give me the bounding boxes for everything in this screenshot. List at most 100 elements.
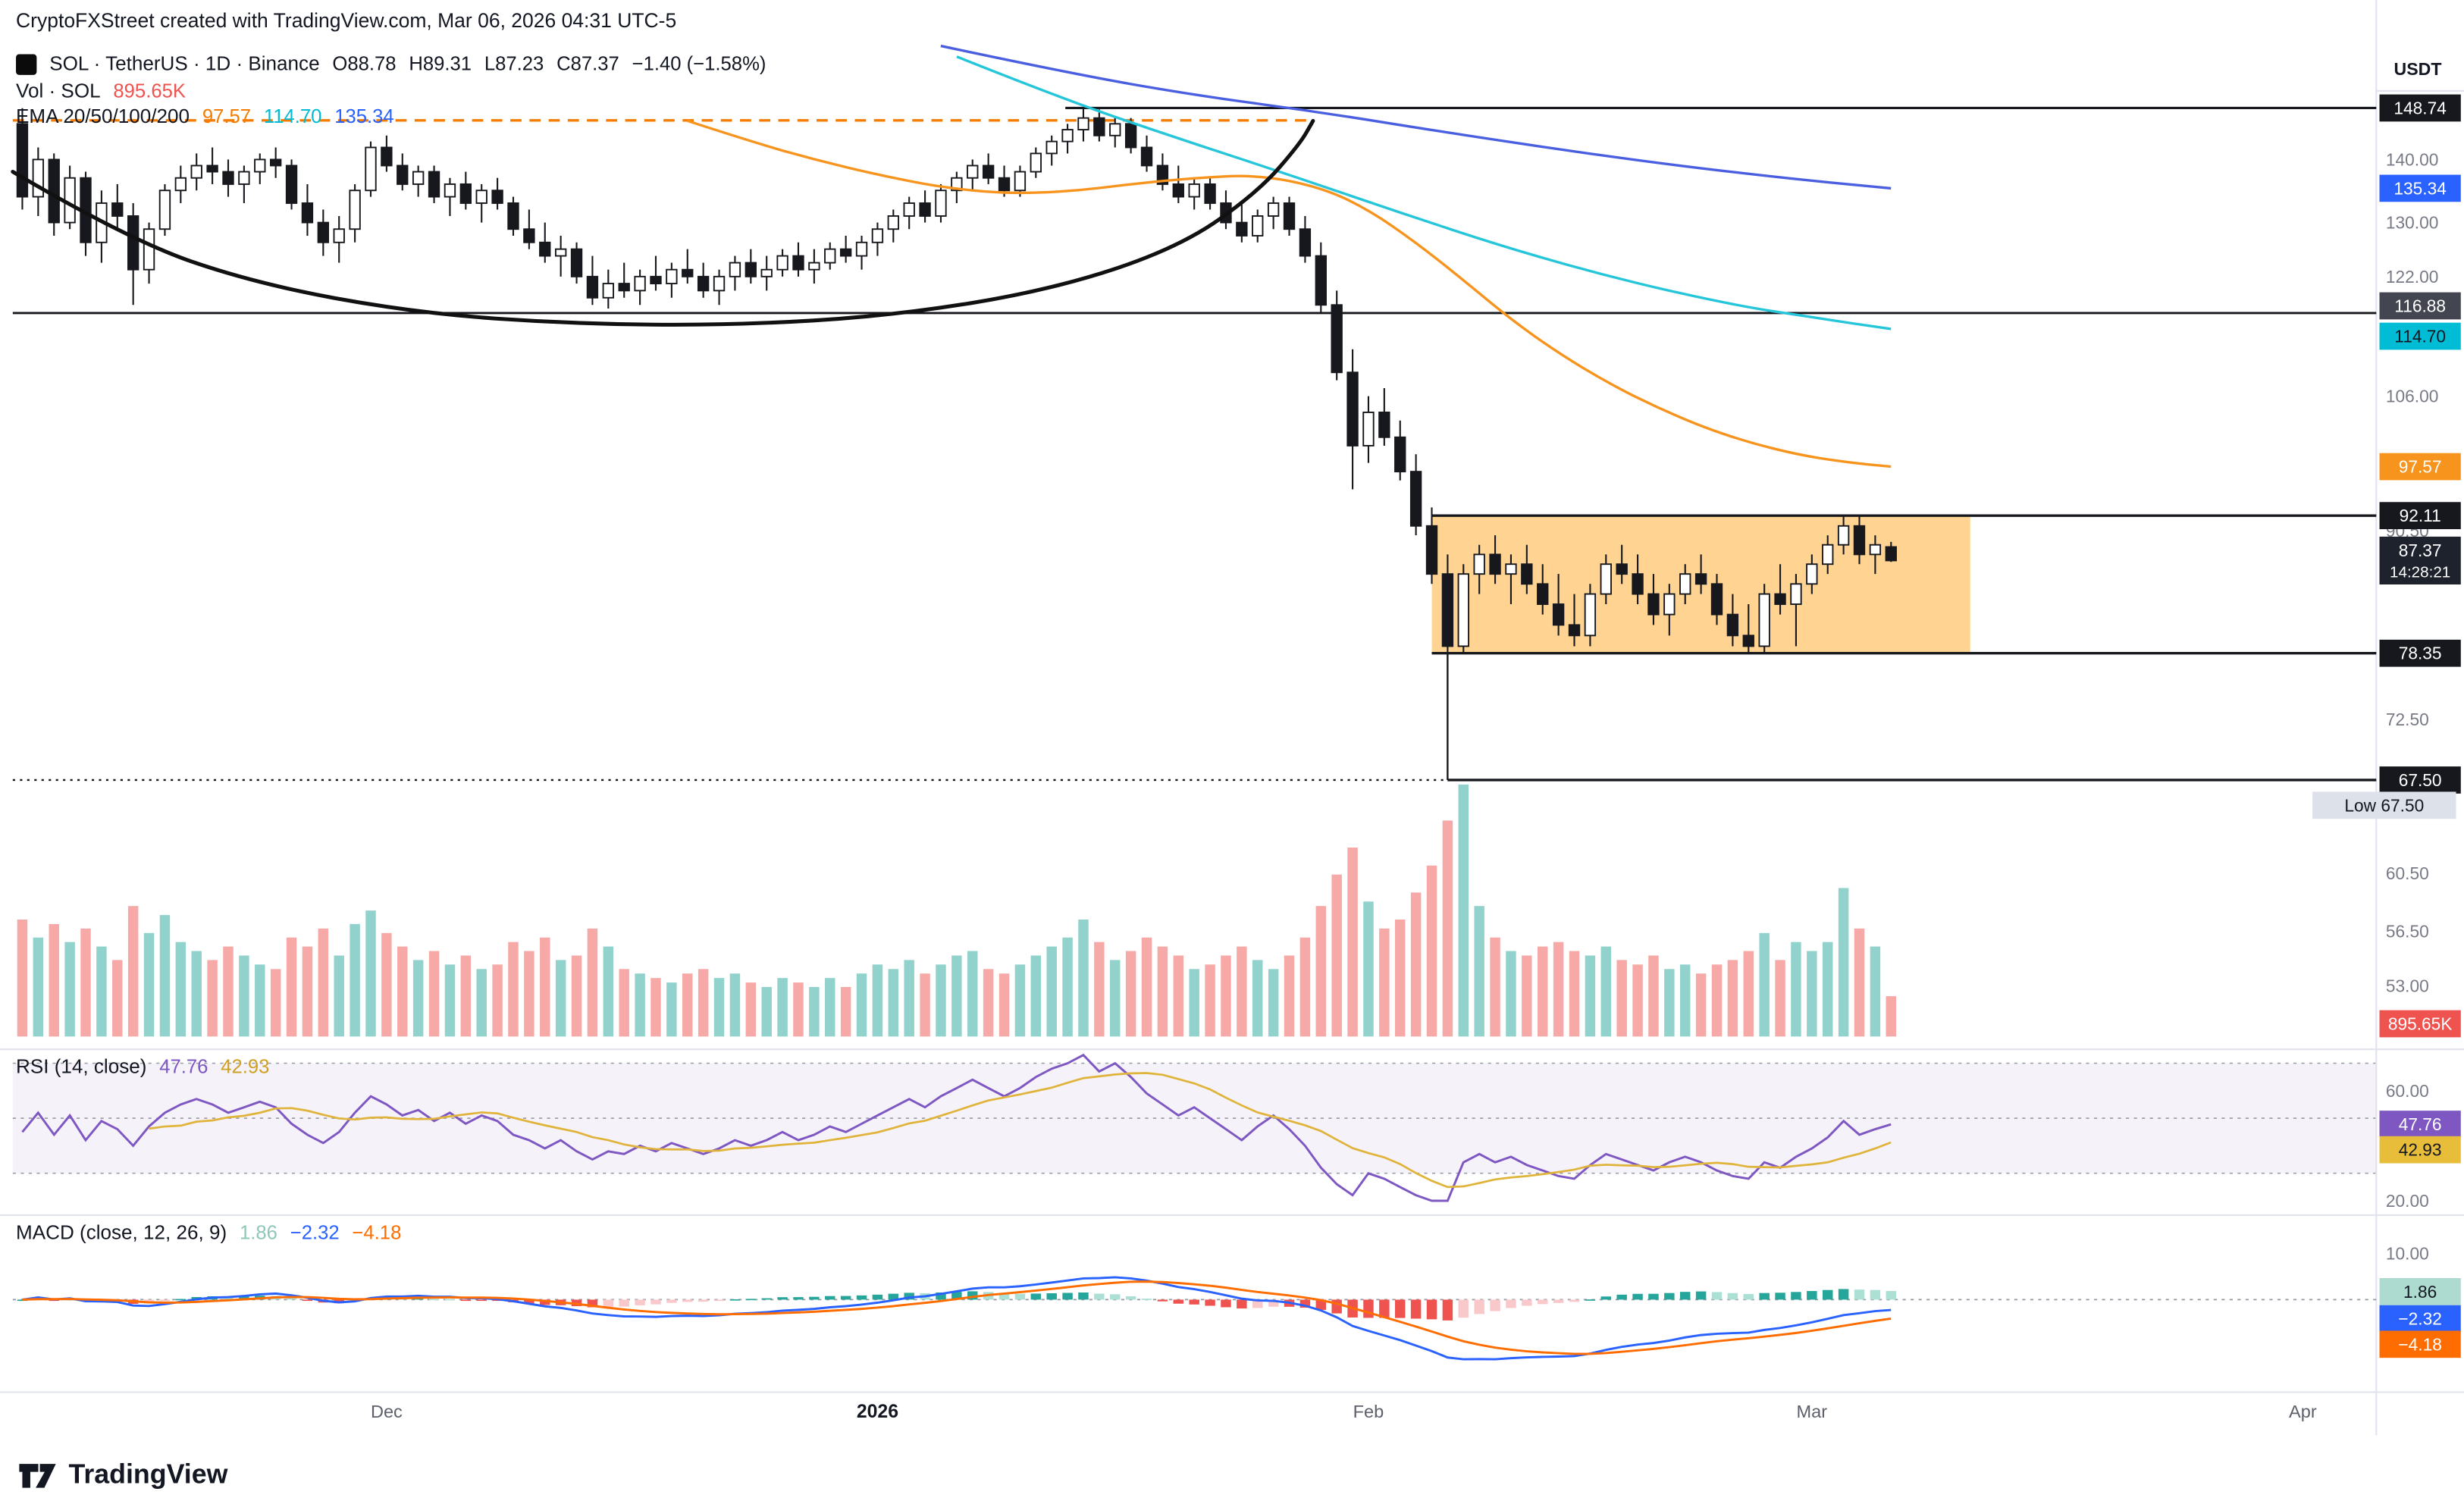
volume-legend-label: Vol · SOL <box>16 80 101 102</box>
attribution-note: CryptoFXStreet created with TradingView.… <box>16 9 677 33</box>
volume-bar <box>428 951 440 1037</box>
candle <box>1331 290 1343 381</box>
volume-bar <box>223 946 234 1037</box>
candle <box>792 242 804 277</box>
price-tick: 72.50 <box>2386 710 2429 729</box>
price-tick: 56.50 <box>2386 922 2429 942</box>
macd-histogram-bar <box>159 1299 171 1302</box>
volume-bar <box>983 969 994 1037</box>
volume-bar <box>1538 946 1548 1037</box>
macd-histogram-bar <box>1189 1299 1199 1305</box>
ema-legend[interactable]: EMA 20/50/100/200 97.57 114.70 135.34 <box>16 105 394 127</box>
candle <box>887 209 899 243</box>
volume-bar <box>255 964 265 1037</box>
macd-histogram-bar <box>1727 1292 1738 1300</box>
symbol-legend[interactable]: SOL · TetherUS · 1D · Binance O88.78 H89… <box>16 52 766 75</box>
macd-histogram-bar <box>1695 1291 1707 1300</box>
symbol-logo-icon <box>16 53 37 74</box>
volume-bar <box>793 982 804 1037</box>
volume-bar <box>508 942 519 1037</box>
candle <box>254 153 266 184</box>
rsi-legend-label: RSI (14, close) <box>16 1055 147 1079</box>
volume-bar <box>1299 937 1311 1037</box>
volume-bar <box>33 937 44 1037</box>
macd-histogram-bar <box>587 1299 598 1308</box>
macd-legend-label: MACD (close, 12, 26, 9) <box>16 1221 227 1244</box>
macd-histogram-bar <box>428 1299 440 1301</box>
volume-bar <box>1014 964 1026 1037</box>
volume-bar <box>1173 955 1184 1037</box>
volume-bar <box>1727 960 1738 1037</box>
macd-histogram-bar <box>666 1299 677 1303</box>
price-label <box>2379 766 2461 794</box>
macd-histogram-bar <box>1743 1293 1754 1300</box>
macd-hist-value: 1.86 <box>239 1221 277 1244</box>
candle <box>507 196 519 236</box>
macd-histogram-bar <box>1157 1299 1168 1302</box>
macd-histogram-bar <box>1854 1289 1865 1300</box>
svg-text:47.76: 47.76 <box>2399 1114 2442 1134</box>
candle <box>1378 388 1390 446</box>
volume-bar <box>381 932 392 1037</box>
candle <box>1252 209 1264 243</box>
low-value: L87.23 <box>484 52 544 75</box>
macd-histogram-bar <box>1030 1293 1042 1300</box>
volume-bar <box>1791 942 1801 1037</box>
volume-bar <box>1347 848 1358 1037</box>
volume-bar <box>1585 955 1596 1037</box>
volume-bar <box>872 964 883 1037</box>
macd-label <box>2379 1305 2461 1333</box>
volume-bar <box>1695 973 1707 1037</box>
macd-label <box>2379 1330 2461 1358</box>
volume-bar <box>1315 906 1327 1037</box>
macd-line-value: −2.32 <box>290 1221 340 1244</box>
candle <box>967 159 979 191</box>
price-tick: 130.00 <box>2386 213 2438 233</box>
candle <box>1283 196 1296 236</box>
volume-bar <box>840 987 851 1037</box>
axis-currency-label: USDT <box>2394 59 2442 79</box>
macd-histogram-bar <box>1616 1294 1627 1300</box>
volume-bar <box>1886 996 1897 1037</box>
change-value: −1.40 (−1.58%) <box>632 52 766 75</box>
candle <box>111 183 124 230</box>
macd-histogram-bar <box>1363 1299 1374 1318</box>
volume-bar <box>397 946 408 1037</box>
macd-histogram-bar <box>460 1299 472 1302</box>
open-value: O88.78 <box>332 52 397 75</box>
candle <box>158 183 171 236</box>
macd-histogram-bar <box>809 1296 820 1300</box>
macd-histogram-bar <box>936 1292 946 1300</box>
volume-bar <box>1442 820 1453 1037</box>
candle <box>586 255 599 306</box>
rsi-legend[interactable]: RSI (14, close) 47.76 42.93 <box>16 1056 269 1078</box>
volume-bar <box>650 978 661 1037</box>
svg-text:114.70: 114.70 <box>2394 327 2446 346</box>
candle <box>618 262 630 298</box>
macd-histogram-bar <box>175 1299 187 1301</box>
candle <box>1140 135 1153 172</box>
candle <box>982 153 995 184</box>
candle <box>776 249 788 277</box>
macd-line <box>22 1276 1892 1361</box>
macd-histogram-bar <box>777 1297 788 1300</box>
volume-bar <box>1838 888 1849 1037</box>
volume-bar <box>1237 946 1247 1037</box>
macd-legend[interactable]: MACD (close, 12, 26, 9) 1.86 −2.32 −4.18 <box>16 1221 401 1243</box>
volume-legend[interactable]: Vol · SOL 895.65K <box>16 80 186 102</box>
candle <box>127 202 140 306</box>
candle <box>1409 454 1422 536</box>
candle <box>1521 544 1533 594</box>
tradingview-logo[interactable]: TradingView <box>19 1459 227 1491</box>
volume-bar <box>587 928 598 1037</box>
candle <box>1647 574 1660 625</box>
candle <box>333 215 345 263</box>
time-axis[interactable]: Dec 2026 Feb Mar Apr <box>371 1402 2317 1422</box>
price-label <box>2379 94 2461 122</box>
volume-bar <box>127 906 139 1037</box>
price-axis[interactable]: USDT140.00130.00122.00106.0090.5072.5060… <box>2312 59 2461 1358</box>
volume-value: 895.65K <box>113 80 186 102</box>
macd-histogram-bar <box>1125 1296 1136 1300</box>
volume-bar <box>1062 937 1073 1037</box>
